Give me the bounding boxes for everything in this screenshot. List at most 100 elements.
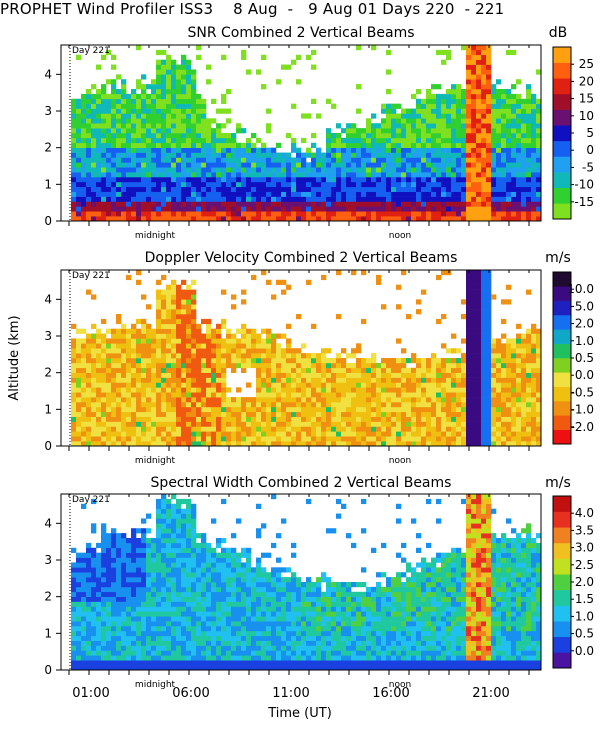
heatmap-cell — [426, 387, 432, 393]
heatmap-cell — [171, 98, 177, 104]
heatmap-cell — [426, 206, 432, 212]
heatmap-cell — [211, 128, 217, 134]
heatmap-cell — [206, 186, 212, 192]
heatmap-cell — [121, 377, 127, 383]
heatmap-cell — [521, 137, 527, 144]
heatmap-cell — [386, 172, 392, 178]
heatmap-cell — [261, 411, 267, 417]
heatmap-cell — [216, 133, 222, 139]
heatmap-cell — [171, 382, 177, 388]
heatmap-cell — [251, 162, 257, 168]
heatmap-cell — [476, 431, 482, 437]
heatmap-cell — [396, 128, 402, 134]
heatmap-cell — [536, 186, 542, 192]
heatmap-cell — [161, 411, 167, 417]
y-tick-label: 2 — [44, 141, 52, 155]
heatmap-cell — [226, 181, 232, 188]
heatmap-cell — [346, 416, 352, 422]
colorbar-segment — [553, 343, 571, 359]
heatmap-cell — [301, 191, 307, 197]
heatmap-cell — [86, 606, 92, 612]
heatmap-cell — [341, 436, 347, 442]
heatmap-cell — [126, 133, 132, 139]
heatmap-cell — [466, 328, 472, 334]
heatmap-cell — [536, 128, 542, 134]
heatmap-cell — [276, 397, 282, 403]
heatmap-cell — [461, 436, 467, 442]
heatmap-cell — [356, 186, 362, 192]
heatmap-cell — [181, 103, 187, 109]
heatmap-cell — [461, 133, 467, 139]
heatmap-cell — [146, 216, 152, 222]
heatmap-cell — [196, 113, 202, 119]
heatmap-cell — [456, 392, 462, 398]
heatmap-cell — [241, 172, 247, 178]
heatmap-cell — [391, 103, 397, 109]
heatmap-cell — [171, 89, 177, 95]
heatmap-cell — [331, 397, 337, 403]
heatmap-cell — [386, 128, 392, 134]
heatmap-cell — [106, 113, 112, 119]
heatmap-cell — [381, 172, 387, 178]
heatmap-cell — [136, 152, 142, 158]
heatmap-cell — [496, 421, 502, 427]
heatmap-cell — [426, 89, 432, 95]
heatmap-cell — [261, 406, 267, 413]
heatmap-cell — [326, 377, 332, 383]
heatmap-cell — [256, 436, 262, 442]
heatmap-cell — [481, 416, 487, 422]
heatmap-cell — [106, 406, 112, 413]
heatmap-cell — [201, 397, 207, 403]
heatmap-cell — [266, 392, 272, 398]
heatmap-cell — [431, 123, 437, 129]
heatmap-cell — [71, 436, 77, 442]
heatmap-cell — [536, 392, 542, 398]
heatmap-cell — [421, 377, 427, 383]
heatmap-cell — [426, 103, 432, 109]
heatmap-cell — [91, 323, 97, 329]
heatmap-cell — [161, 289, 167, 295]
heatmap-cell — [131, 362, 137, 369]
heatmap-cell — [201, 382, 207, 388]
heatmap-cell — [426, 382, 432, 388]
heatmap-cell — [91, 186, 97, 192]
heatmap-cell — [291, 397, 297, 403]
heatmap-cell — [526, 441, 532, 447]
heatmap-cell — [476, 157, 482, 163]
heatmap-cell — [286, 172, 292, 178]
heatmap-cell — [441, 314, 447, 320]
heatmap-cell — [371, 123, 377, 129]
heatmap-cell — [221, 191, 227, 197]
heatmap-cell — [151, 98, 157, 104]
heatmap-cell — [431, 118, 437, 124]
heatmap-cell — [516, 362, 522, 369]
heatmap-cell — [91, 660, 97, 666]
heatmap-cell — [136, 177, 142, 183]
heatmap-cell — [471, 392, 477, 398]
heatmap-cell — [481, 314, 487, 320]
heatmap-cell — [476, 279, 482, 285]
heatmap-cell — [341, 348, 347, 354]
heatmap-cell — [456, 181, 462, 188]
heatmap-cell — [126, 177, 132, 183]
heatmap-cell — [111, 621, 117, 627]
heatmap-cell — [136, 372, 142, 378]
heatmap-cell — [516, 133, 522, 139]
heatmap-cell — [286, 426, 292, 432]
heatmap-cell — [176, 387, 182, 393]
heatmap-cell — [306, 353, 312, 359]
heatmap-cell — [221, 93, 227, 100]
heatmap-cell — [191, 382, 197, 388]
heatmap-cell — [486, 177, 492, 183]
heatmap-cell — [296, 441, 302, 447]
heatmap-cell — [86, 118, 92, 124]
heatmap-cell — [226, 358, 232, 364]
heatmap-cell — [296, 201, 302, 207]
heatmap-cell — [216, 348, 222, 354]
heatmap-cell — [246, 152, 252, 158]
heatmap-cell — [451, 397, 457, 403]
heatmap-cell — [476, 328, 482, 334]
heatmap-cell — [406, 216, 412, 222]
heatmap-cell — [486, 358, 492, 364]
heatmap-cell — [176, 181, 182, 188]
